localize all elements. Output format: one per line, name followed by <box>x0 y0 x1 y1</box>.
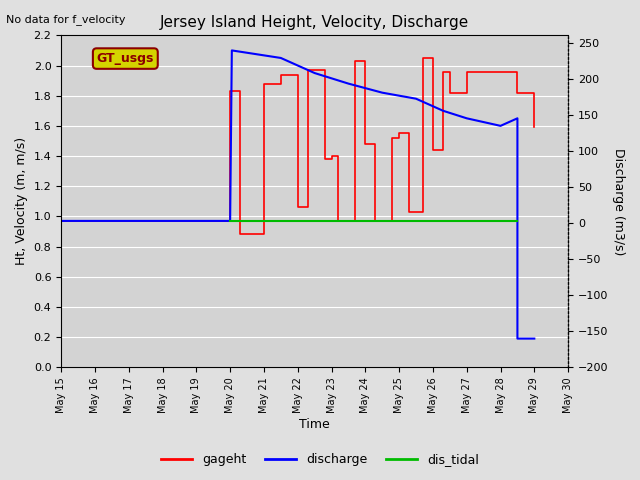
Y-axis label: Discharge (m3/s): Discharge (m3/s) <box>612 148 625 255</box>
Text: No data for f_velocity: No data for f_velocity <box>6 14 126 25</box>
Y-axis label: Ht, Velocity (m, m/s): Ht, Velocity (m, m/s) <box>15 137 28 265</box>
Text: GT_usgs: GT_usgs <box>97 52 154 65</box>
Legend: gageht, discharge, dis_tidal: gageht, discharge, dis_tidal <box>156 448 484 471</box>
X-axis label: Time: Time <box>300 419 330 432</box>
Title: Jersey Island Height, Velocity, Discharge: Jersey Island Height, Velocity, Discharg… <box>160 15 469 30</box>
